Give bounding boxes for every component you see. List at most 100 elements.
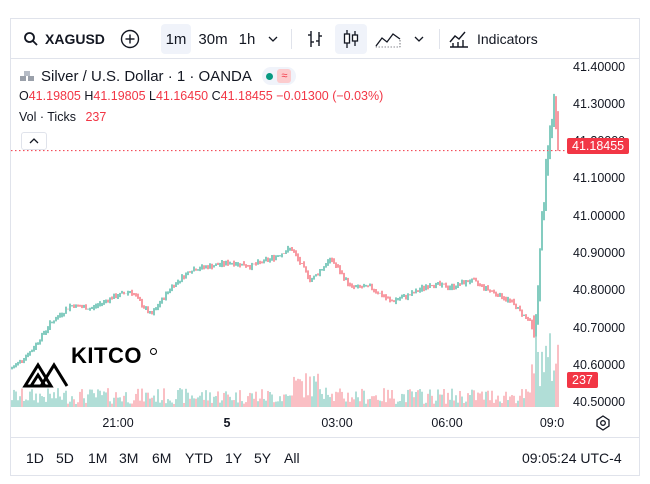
volume-bar <box>29 391 31 407</box>
volume-bar <box>351 397 353 407</box>
indicators-button[interactable]: Indicators <box>449 24 549 54</box>
volume-bar <box>497 395 499 407</box>
volume-bar <box>293 376 295 407</box>
volume-bar <box>277 401 279 407</box>
volume-bar <box>23 400 25 407</box>
range-3m[interactable]: 3M <box>119 450 139 466</box>
volume-bar <box>531 364 533 407</box>
bar-style-button[interactable] <box>301 24 329 54</box>
range-1y[interactable]: 1Y <box>225 450 243 466</box>
volume-bar <box>393 398 395 407</box>
area-style-button[interactable] <box>373 24 403 54</box>
volume-bar <box>115 392 117 407</box>
price-axis[interactable]: 41.40000 41.30000 41.20000 41.10000 41.0… <box>565 59 641 411</box>
volume-bar <box>557 344 559 407</box>
toolbar-divider <box>291 29 292 49</box>
range-5d[interactable]: 5D <box>56 450 74 466</box>
change-value: −0.01300 (−0.03%) <box>276 89 384 103</box>
volume-bar <box>189 398 191 407</box>
volume-bar <box>301 381 303 407</box>
volume-bar <box>511 395 513 407</box>
volume-bar <box>117 397 119 407</box>
volume-bar <box>441 394 443 407</box>
volume-bar <box>171 402 173 407</box>
clock-display[interactable]: 09:05:24 UTC-4 <box>522 450 622 466</box>
volume-bar <box>229 396 231 407</box>
interval-1m[interactable]: 1m <box>161 24 191 54</box>
volume-bar <box>281 401 283 407</box>
volume-bar <box>399 401 401 407</box>
volume-bar <box>329 397 331 407</box>
volume-bar <box>505 391 507 407</box>
volume-bar <box>377 399 379 407</box>
volume-bar <box>161 400 163 407</box>
range-6m[interactable]: 6M <box>152 450 172 466</box>
volume-bar <box>515 403 517 407</box>
volume-bar <box>191 395 193 407</box>
market-status-badge[interactable]: ≈ <box>261 67 296 85</box>
chart-plot-area[interactable] <box>11 59 565 411</box>
volume-bar <box>255 391 257 407</box>
volume-bar <box>173 403 175 407</box>
interval-dropdown[interactable] <box>263 24 283 54</box>
time-axis[interactable]: 21:00 5 03:00 06:00 09:0 <box>11 411 565 437</box>
symbol-name: XAGUSD <box>45 31 105 47</box>
volume-bar <box>19 396 21 407</box>
volume-bar <box>303 397 305 407</box>
range-ytd[interactable]: YTD <box>185 450 213 466</box>
symbol-search-button[interactable]: XAGUSD <box>19 24 109 54</box>
chart-type-dropdown[interactable] <box>409 24 429 54</box>
volume-bar <box>365 403 367 407</box>
volume-bar <box>423 403 425 407</box>
watermark-text: KITCO <box>71 343 142 368</box>
high-label: H <box>84 89 94 103</box>
chart-settings-button[interactable] <box>595 415 611 436</box>
range-5y[interactable]: 5Y <box>254 450 272 466</box>
compare-button[interactable] <box>117 24 143 54</box>
volume-bar <box>521 389 523 407</box>
volume-bar <box>387 389 389 407</box>
volume-bar <box>289 395 291 407</box>
volume-bar <box>543 372 545 407</box>
volume-bar <box>49 393 51 407</box>
volume-bar <box>135 393 137 407</box>
volume-bar <box>121 401 123 407</box>
volume-bar <box>209 392 211 407</box>
range-1d[interactable]: 1D <box>26 450 44 466</box>
volume-bar <box>459 390 461 407</box>
volume-bar <box>241 401 243 407</box>
candles-style-button[interactable] <box>335 24 367 54</box>
volume-bar <box>323 398 325 407</box>
volume-bar <box>273 402 275 407</box>
volume-bar <box>395 403 397 407</box>
volume-bar <box>145 392 147 407</box>
volume-bar <box>33 400 35 407</box>
volume-bar <box>291 395 293 407</box>
collapse-legend-button[interactable] <box>21 132 47 150</box>
volume-bar <box>495 399 497 407</box>
volume-bar <box>537 351 539 407</box>
interval-1h[interactable]: 1h <box>238 30 256 48</box>
symbol-title[interactable]: Silver / U.S. Dollar · 1 · OANDA <box>41 67 252 85</box>
volume-bar <box>319 389 321 407</box>
volume-bar <box>397 401 399 407</box>
range-all[interactable]: All <box>284 450 300 466</box>
time-axis-label: 09:0 <box>539 416 565 430</box>
volume-bar <box>449 399 451 407</box>
volume-bar <box>349 401 351 407</box>
volume-bar <box>369 398 371 407</box>
volume-bar <box>523 398 525 407</box>
time-axis-label: 03:00 <box>321 416 353 430</box>
volume-legend[interactable]: Vol · Ticks 237 <box>19 110 106 124</box>
volume-bar <box>235 392 237 407</box>
volume-bar <box>43 396 45 407</box>
high-value: 41.19805 <box>93 89 146 103</box>
volume-bar <box>487 390 489 407</box>
volume-bar <box>143 401 145 407</box>
volume-bar <box>309 376 311 407</box>
range-1m[interactable]: 1M <box>88 450 108 466</box>
volume-bar <box>389 398 391 407</box>
volume-bar <box>213 396 215 407</box>
price-axis-label: 40.60000 <box>573 358 626 372</box>
interval-30m[interactable]: 30m <box>198 30 228 48</box>
